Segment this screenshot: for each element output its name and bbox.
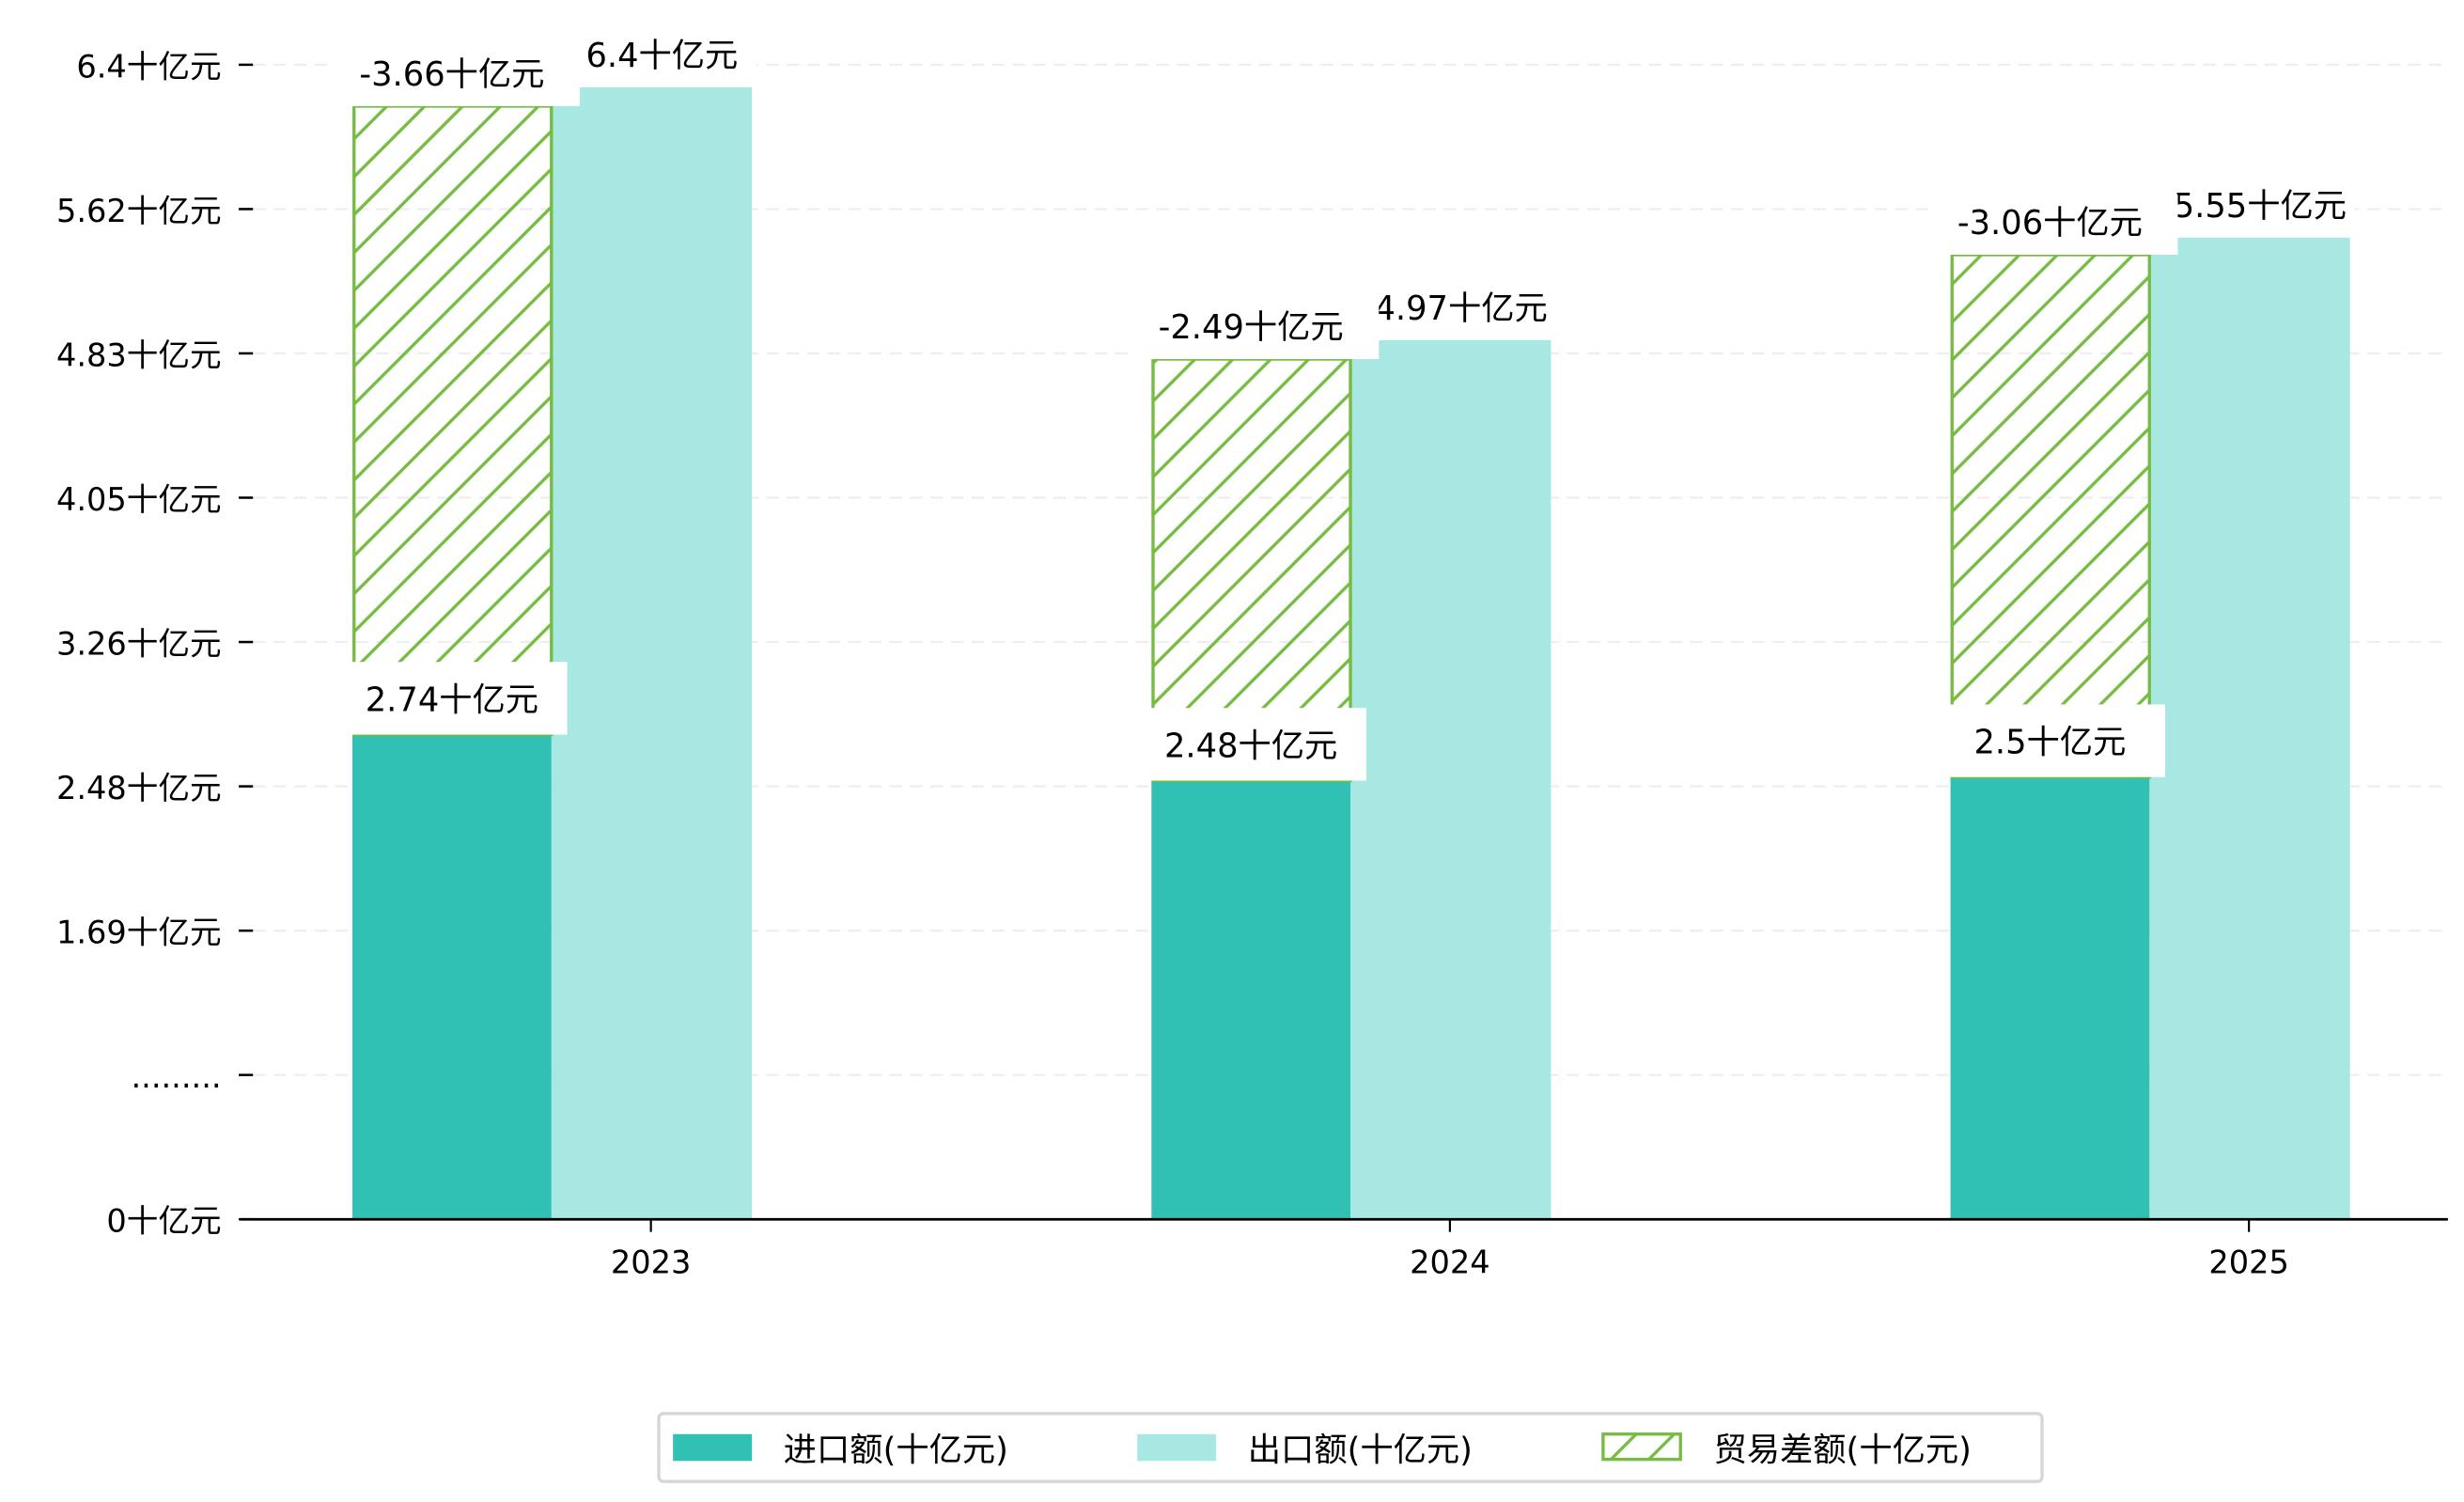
y-tick-label: 1.69十亿元: [56, 915, 222, 951]
y-axis: 0十亿元......... 1.69十亿元 2.48十亿元 3.26十亿元 4.05十亿…: [56, 48, 254, 1240]
data-labels: 6.4十亿元 -3.66十亿元 2.74十亿元 4.97十亿元 -2.49十亿元 2.48…: [335, 26, 2355, 781]
legend-swatch-exports: [1137, 1433, 1217, 1462]
y-tick-label: 0十亿元: [106, 1203, 221, 1240]
legend-swatch-imports: [673, 1433, 753, 1462]
bar-exports: [1350, 339, 1552, 1220]
label-box: [1943, 704, 2166, 777]
label-box: [1133, 299, 1380, 360]
legend-label-imports: 进口额(十亿元): [784, 1431, 1008, 1469]
y-tick-label: 2.48十亿元: [56, 770, 222, 806]
y-tick-label: 4.83十亿元: [56, 336, 222, 373]
y-tick-label: 3.26十亿元: [56, 625, 222, 662]
legend-label-exports: 出口额(十亿元): [1248, 1431, 1473, 1469]
data-label-imports: 2.74十亿元: [366, 681, 538, 719]
bar-trade-balance: [1950, 253, 2151, 779]
x-tick-label: 2025: [2208, 1244, 2289, 1280]
bar-imports: [1950, 776, 2150, 1220]
bar-exports: [551, 86, 753, 1220]
bar-imports: [1151, 780, 1351, 1220]
label-box: [346, 662, 568, 735]
data-label-imports: 2.5十亿元: [1973, 724, 2126, 762]
x-tick-label: 2023: [611, 1244, 692, 1280]
y-tick-label: 5.62十亿元: [56, 193, 222, 229]
y-tick-label: .........: [131, 1058, 221, 1095]
label-box: [1933, 195, 2178, 256]
legend-swatch-balance: [1601, 1432, 1682, 1462]
y-tick-label: 4.05十亿元: [56, 481, 222, 518]
data-label-trade-balance: -3.06十亿元: [1957, 204, 2143, 243]
label-box: [567, 26, 757, 87]
data-label-trade-balance: -2.49十亿元: [1159, 308, 1344, 347]
data-label-imports: 2.48十亿元: [1164, 727, 1337, 765]
data-label-exports: 6.4十亿元: [585, 37, 738, 75]
x-tick-label: 2024: [1410, 1244, 1490, 1280]
y-tick-label: 6.4十亿元: [76, 48, 221, 85]
data-label-trade-balance: -3.66十亿元: [359, 55, 544, 94]
bar-exports: [2149, 237, 2350, 1220]
bar-imports: [352, 734, 552, 1220]
data-label-exports: 4.97十亿元: [1374, 289, 1547, 328]
label-box: [1145, 708, 1366, 781]
legend-label-balance: 贸易差额(十亿元): [1714, 1431, 1972, 1469]
label-box: [335, 46, 581, 106]
legend-frame: [657, 1412, 2044, 1483]
label-box: [2165, 177, 2355, 238]
legend: 进口额(十亿元) 出口额(十亿元) 贸易差额(十亿元): [657, 1412, 2044, 1483]
bars: [352, 86, 2350, 1220]
x-axis: 2023 2024 2025: [611, 1219, 2289, 1280]
bar-trade-balance: [352, 104, 554, 737]
label-box: [1365, 280, 1556, 340]
data-label-exports: 5.55十亿元: [2174, 187, 2347, 226]
